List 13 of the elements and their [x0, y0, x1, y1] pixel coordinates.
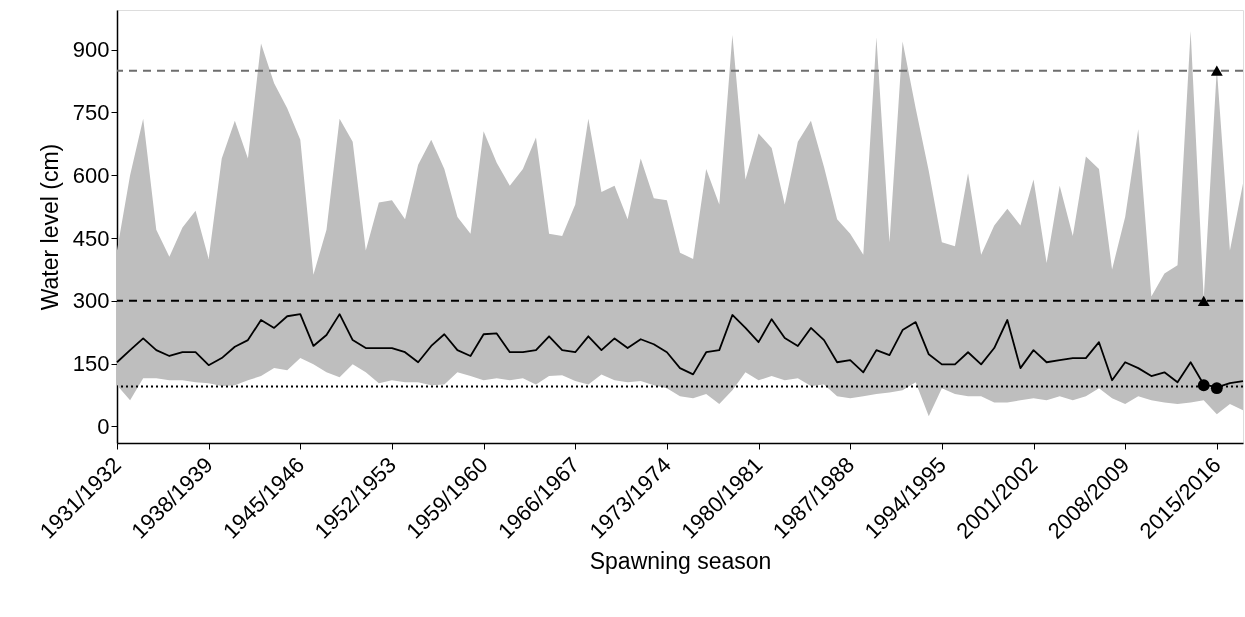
x-axis-title: Spawning season [589, 547, 772, 574]
point [1197, 379, 1210, 392]
point [1210, 382, 1223, 395]
y-tick-label: 600 [72, 162, 110, 188]
y-tick-label: 150 [72, 351, 110, 377]
point [1197, 295, 1210, 306]
y-tick-label: 450 [72, 225, 110, 251]
y-tick-label: 750 [72, 100, 110, 125]
y-axis-title: Water level (cm) [36, 143, 63, 311]
y-tick-label: 900 [72, 37, 110, 63]
y-tick-label: 300 [72, 288, 110, 314]
y-tick-label: 0 [97, 413, 110, 439]
point [1210, 65, 1223, 76]
